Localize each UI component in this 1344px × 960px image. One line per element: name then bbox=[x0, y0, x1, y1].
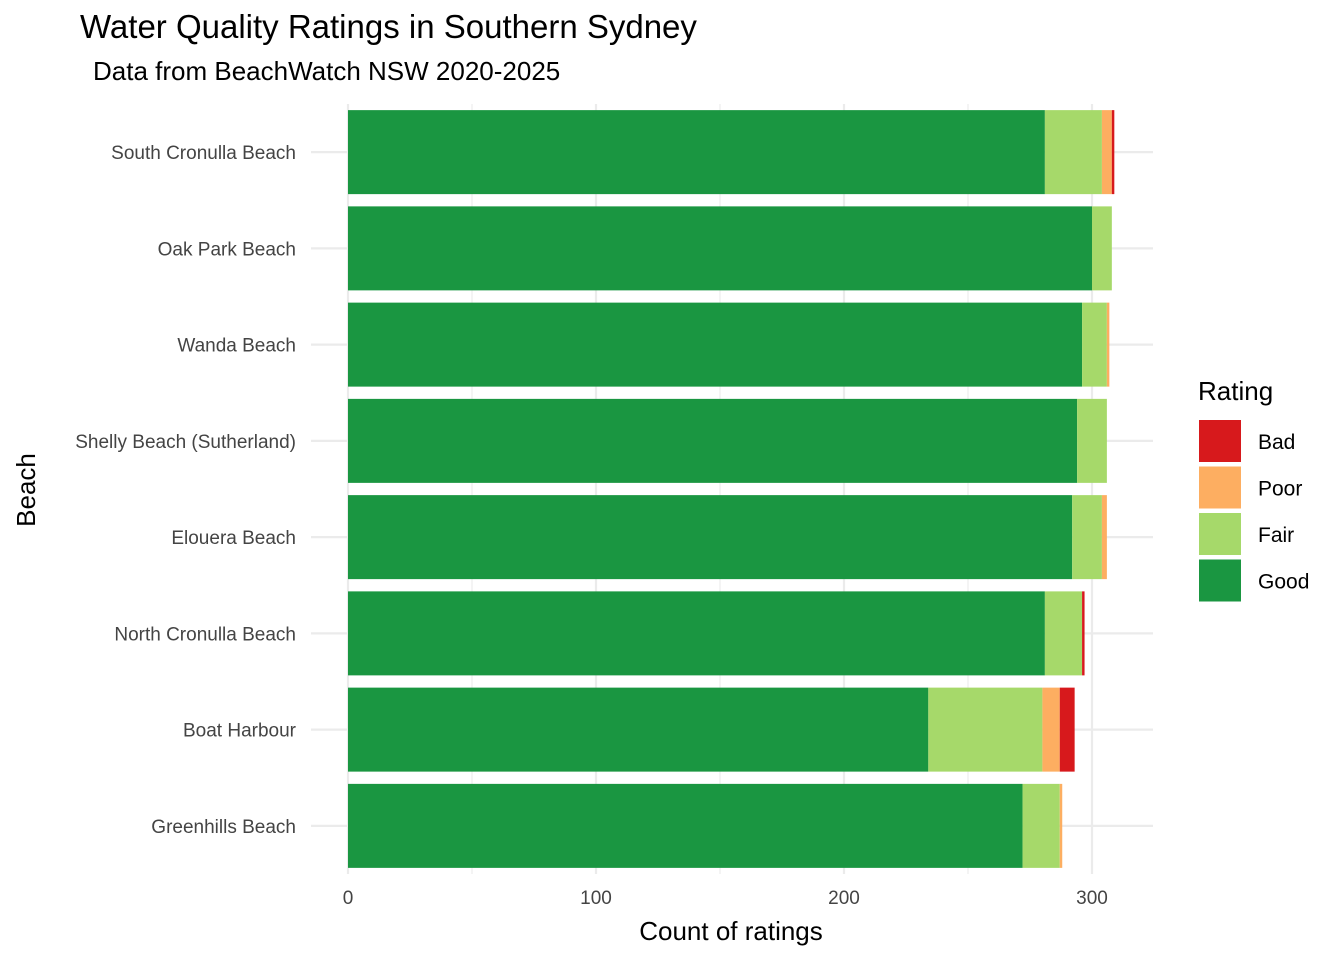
legend-label-poor: Poor bbox=[1258, 478, 1302, 501]
bar-good bbox=[348, 398, 1078, 483]
bar-poor bbox=[1042, 687, 1060, 772]
bar-fair bbox=[928, 687, 1043, 772]
bar-fair bbox=[1082, 302, 1107, 387]
bar-poor bbox=[1101, 495, 1107, 580]
y-tick-label: Oak Park Beach bbox=[158, 239, 296, 260]
bar-poor bbox=[1101, 110, 1112, 195]
bar-poor bbox=[1106, 302, 1110, 387]
legend-label-good: Good bbox=[1258, 571, 1309, 594]
bar-bad bbox=[1059, 687, 1075, 772]
chart-subtitle: Data from BeachWatch NSW 2020-2025 bbox=[93, 56, 561, 86]
bar-fair bbox=[1044, 591, 1083, 676]
bar-good bbox=[348, 302, 1083, 387]
y-tick-label: Boat Harbour bbox=[183, 721, 297, 742]
legend-swatch-bad bbox=[1199, 420, 1241, 462]
bar-fair bbox=[1092, 206, 1112, 291]
bar-good bbox=[348, 110, 1045, 195]
x-tick-labels: 0 100 200 300 bbox=[343, 888, 1108, 909]
bars bbox=[348, 110, 1115, 868]
bar-poor bbox=[1059, 783, 1063, 868]
x-tick-label: 200 bbox=[828, 888, 860, 909]
chart-title: Water Quality Ratings in Southern Sydney bbox=[80, 8, 697, 45]
x-tick-label: 300 bbox=[1076, 888, 1108, 909]
bar-fair bbox=[1072, 495, 1102, 580]
y-tick-label: Greenhills Beach bbox=[151, 817, 296, 838]
y-tick-label: Wanda Beach bbox=[177, 336, 296, 357]
legend-swatch-good bbox=[1199, 559, 1241, 602]
legend-label-fair: Fair bbox=[1258, 524, 1294, 547]
bar-fair bbox=[1044, 110, 1102, 195]
bar-fair bbox=[1077, 398, 1107, 483]
legend-title: Rating bbox=[1198, 376, 1273, 406]
x-tick-label: 0 bbox=[343, 888, 354, 909]
legend-swatch-poor bbox=[1199, 466, 1241, 509]
legend-swatch-fair bbox=[1199, 513, 1241, 555]
bar-fair bbox=[1022, 783, 1060, 868]
bar-bad bbox=[1111, 110, 1115, 195]
bar-bad bbox=[1082, 591, 1085, 676]
bar-good bbox=[348, 687, 929, 772]
x-tick-label: 100 bbox=[580, 888, 612, 909]
y-tick-label: Shelly Beach (Sutherland) bbox=[75, 432, 296, 453]
legend-label-bad: Bad bbox=[1258, 431, 1295, 454]
legend: Rating Bad Poor Fair Good bbox=[1198, 376, 1309, 602]
bar-good bbox=[348, 206, 1092, 291]
bar-good bbox=[348, 783, 1023, 868]
bar-good bbox=[348, 591, 1045, 676]
x-axis-title: Count of ratings bbox=[639, 916, 823, 946]
y-tick-labels: South Cronulla Beach Oak Park Beach Wanda … bbox=[75, 143, 296, 838]
y-tick-label: Elouera Beach bbox=[171, 528, 296, 549]
bar-good bbox=[348, 495, 1073, 580]
y-tick-label: South Cronulla Beach bbox=[111, 143, 296, 164]
y-axis-title: Beach bbox=[11, 453, 41, 527]
y-tick-label: North Cronulla Beach bbox=[114, 624, 296, 645]
